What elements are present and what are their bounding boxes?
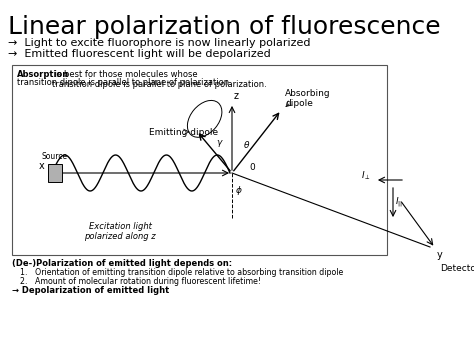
Text: Emitting dipole: Emitting dipole: [149, 129, 218, 137]
Text: transition dipole is parallel to plane of polarization.: transition dipole is parallel to plane o…: [17, 78, 232, 87]
Text: Absorption: Absorption: [17, 70, 69, 79]
Text: z: z: [234, 91, 239, 101]
Text: 2.   Amount of molecular rotation during fluorescent lifetime!: 2. Amount of molecular rotation during f…: [20, 277, 261, 286]
Text: 0: 0: [249, 163, 255, 172]
Text: Linear polarization of fluorescence: Linear polarization of fluorescence: [8, 15, 441, 39]
Text: is best for those molecules whose
transition dipole is parallel to plane of pola: is best for those molecules whose transi…: [53, 70, 267, 89]
Text: $I_{||}$: $I_{||}$: [395, 196, 403, 210]
Bar: [48, 164, 62, 182]
Text: Excitation light
polarized along z: Excitation light polarized along z: [84, 222, 156, 241]
Text: →  Emitted fluorescent light will be depolarized: → Emitted fluorescent light will be depo…: [8, 49, 271, 59]
Text: Detector: Detector: [440, 264, 474, 273]
Text: →  Light to excite fluorophore is now linearly polarized: → Light to excite fluorophore is now lin…: [8, 38, 310, 48]
Text: $\phi$: $\phi$: [235, 184, 243, 197]
Text: y: y: [437, 250, 443, 260]
Text: (De-)Polarization of emitted light depends on:: (De-)Polarization of emitted light depen…: [12, 259, 232, 268]
Text: $\gamma$: $\gamma$: [216, 138, 224, 149]
Text: 1.   Orientation of emitting transition dipole relative to absorbing transition : 1. Orientation of emitting transition di…: [20, 268, 343, 277]
Text: Source: Source: [42, 152, 68, 161]
Text: Absorbing
dipole: Absorbing dipole: [285, 88, 331, 108]
Text: $\theta$: $\theta$: [243, 139, 251, 150]
Text: x: x: [38, 161, 44, 171]
Bar: [12, 65, 387, 255]
Text: → Depolarization of emitted light: → Depolarization of emitted light: [12, 286, 169, 295]
Text: $I_\perp$: $I_\perp$: [361, 169, 371, 181]
